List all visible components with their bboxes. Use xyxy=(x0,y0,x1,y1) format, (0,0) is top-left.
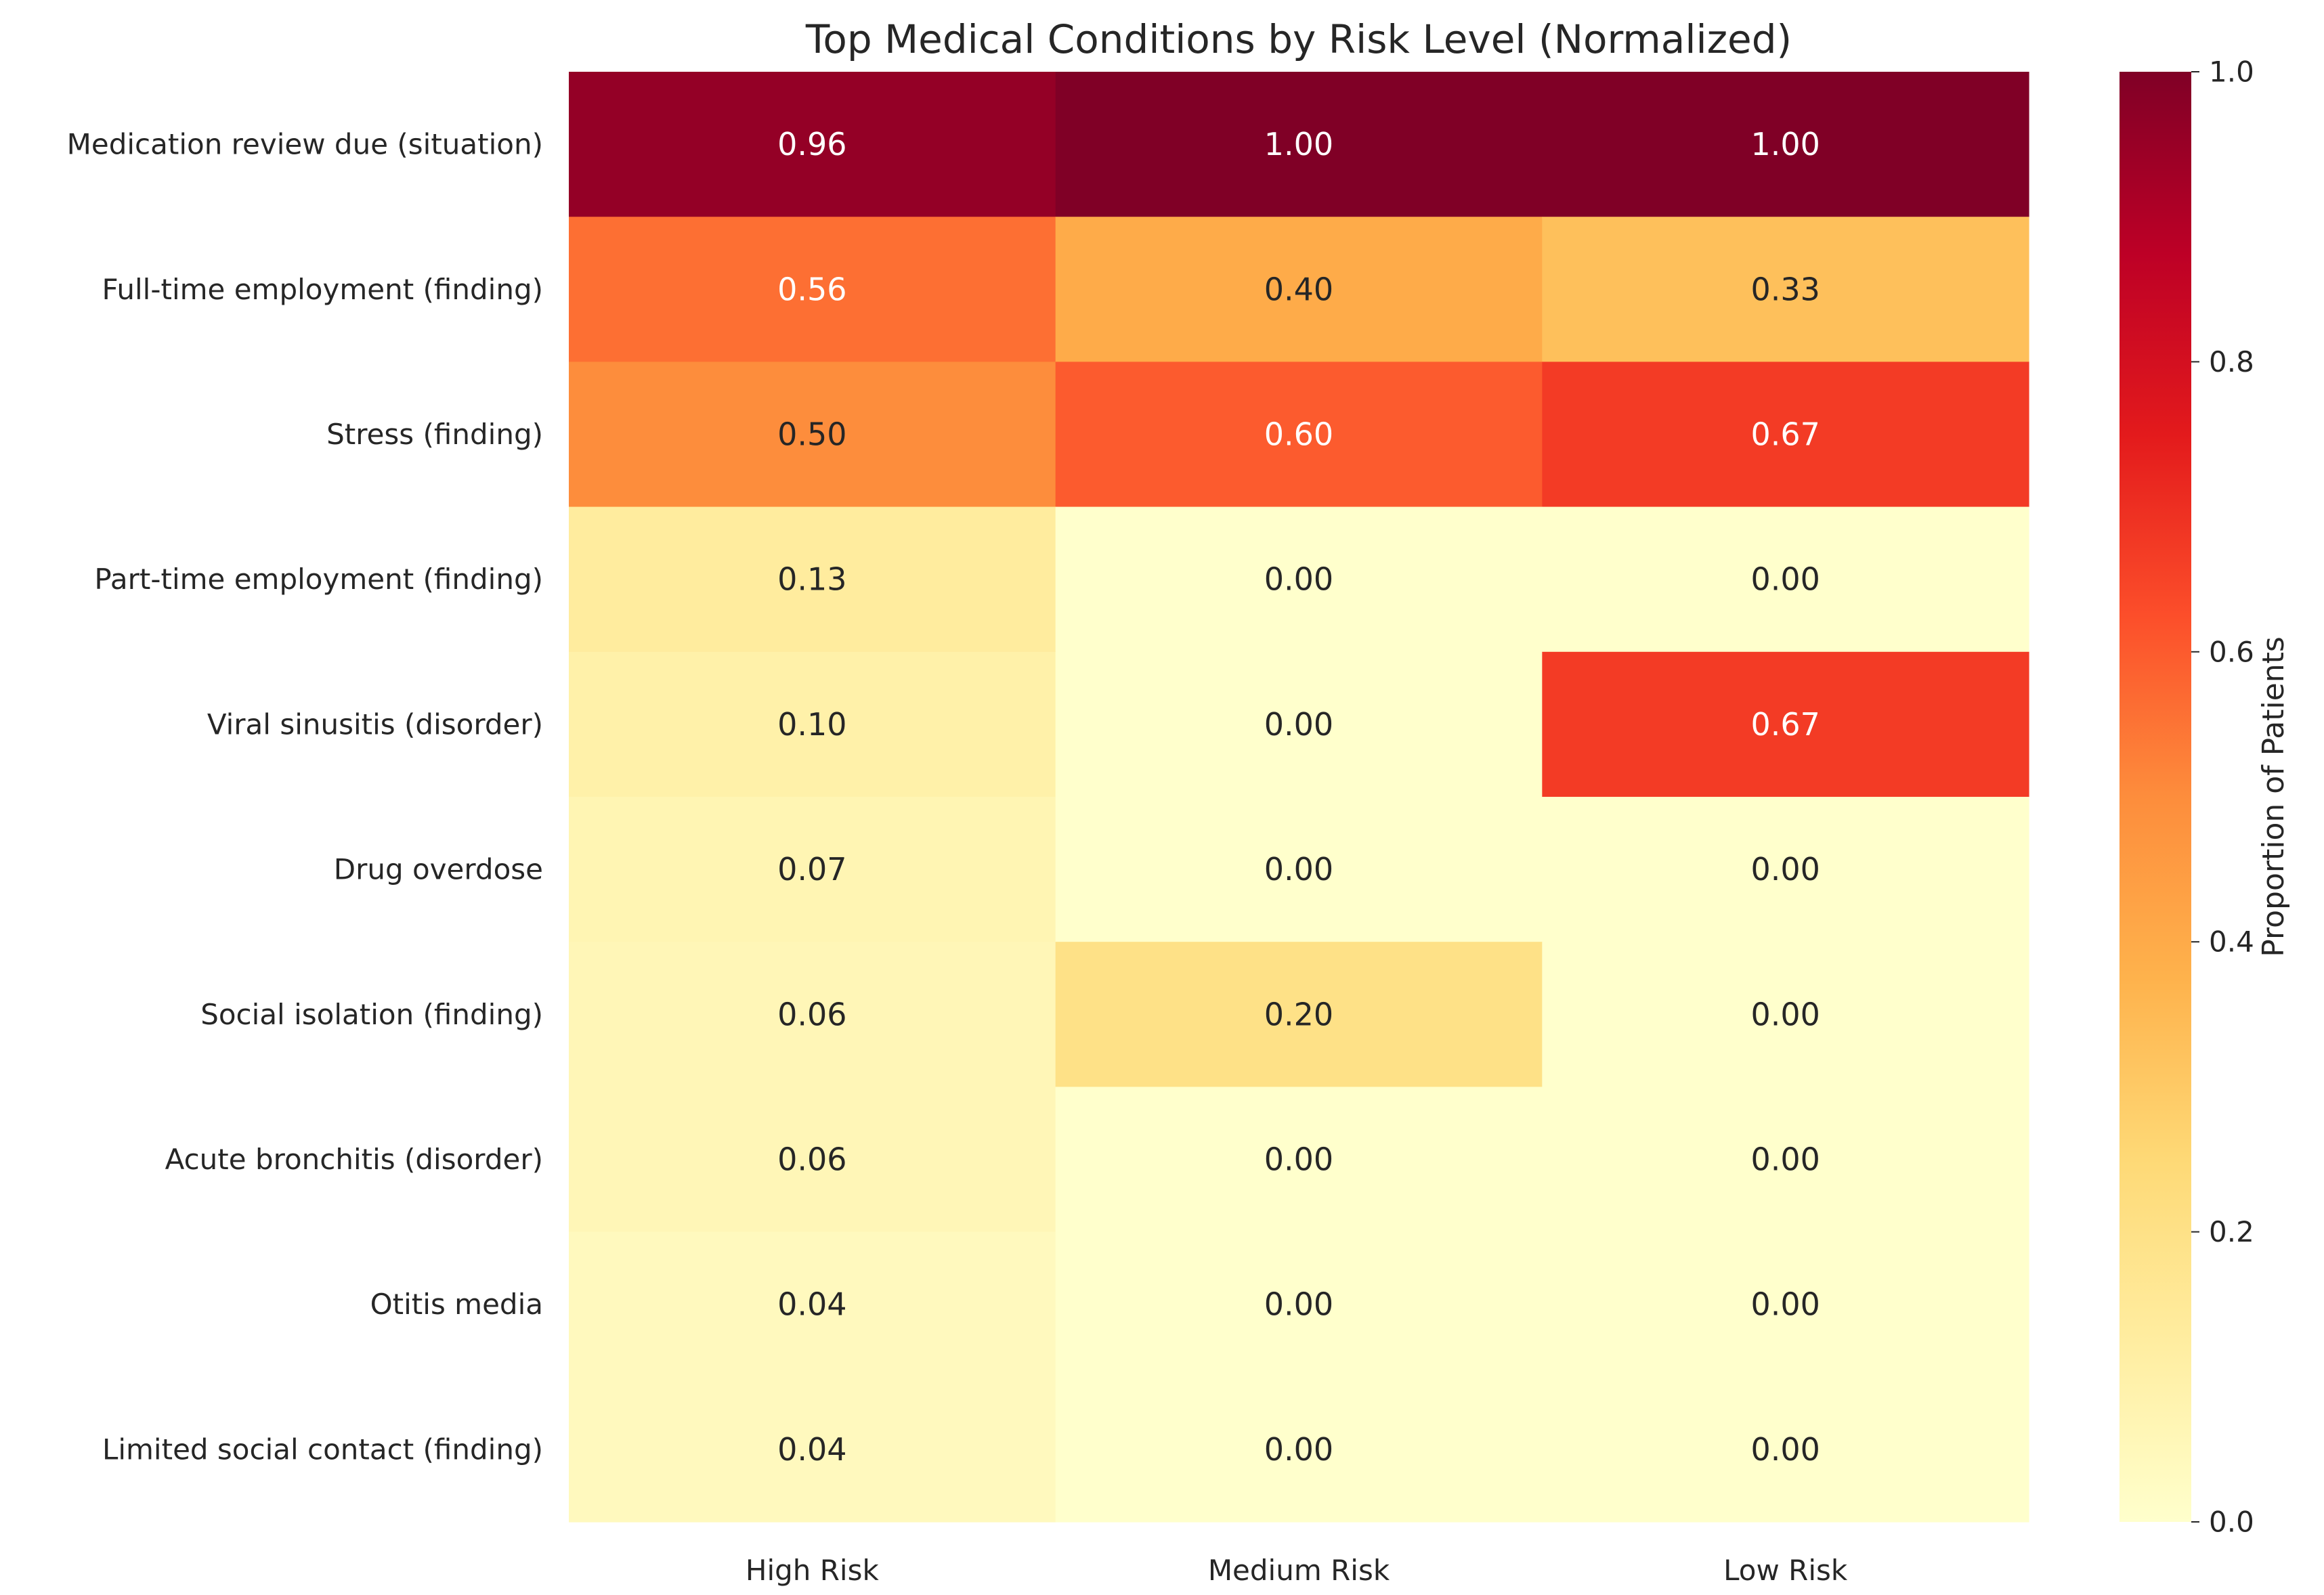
heatmap-cell xyxy=(1055,1087,1543,1233)
cell-value-label: 0.67 xyxy=(1750,706,1820,743)
column-label: Medium Risk xyxy=(1208,1554,1390,1587)
heatmap-cell xyxy=(1542,651,2029,798)
heatmap-cell xyxy=(1542,1376,2029,1523)
row-label: Medication review due (situation) xyxy=(67,128,543,161)
row-label: Full-time employment (finding) xyxy=(102,273,544,306)
heatmap-cell xyxy=(1542,217,2029,362)
heatmap-cell xyxy=(1055,362,1543,508)
cell-value-label: 0.00 xyxy=(1264,561,1333,598)
cell-value-label: 0.60 xyxy=(1264,416,1333,453)
heatmap-cell xyxy=(569,1087,1056,1233)
heatmap-cell xyxy=(1542,797,2029,942)
colorbar-gradient xyxy=(2119,72,2191,1522)
colorbar-tick-label: 0.4 xyxy=(2209,925,2254,959)
cell-value-label: 0.00 xyxy=(1750,561,1820,598)
heatmap-cell xyxy=(1055,217,1543,362)
heatmap-cell xyxy=(1542,1231,2029,1378)
heatmap-cell xyxy=(569,942,1056,1087)
heatmap-cell xyxy=(1542,506,2029,653)
cell-value-label: 0.50 xyxy=(777,416,846,453)
colorbar-label: Proportion of Patients xyxy=(2256,636,2291,957)
cell-value-label: 0.00 xyxy=(1750,996,1820,1032)
colorbar-tick-label: 0.2 xyxy=(2209,1215,2254,1248)
cell-value-label: 0.04 xyxy=(777,1286,846,1323)
column-label: Low Risk xyxy=(1723,1554,1848,1587)
heatmap-cell xyxy=(1055,797,1543,942)
cell-value-label: 1.00 xyxy=(1264,126,1333,162)
colorbar-tick-label: 1.0 xyxy=(2209,56,2254,89)
column-labels: High Risk Medium Risk Low Risk xyxy=(746,1554,1848,1587)
cell-value-label: 1.00 xyxy=(1750,126,1820,162)
heatmap-cell xyxy=(1055,651,1543,798)
cell-value-label: 0.00 xyxy=(1750,1141,1820,1178)
cell-value-label: 0.00 xyxy=(1264,1286,1333,1323)
cell-value-label: 0.06 xyxy=(777,996,846,1032)
colorbar-tick-label: 0.0 xyxy=(2209,1506,2254,1539)
cell-value-label: 0.00 xyxy=(1264,1431,1333,1468)
cell-value-label: 0.33 xyxy=(1750,271,1820,307)
row-label: Otitis media xyxy=(370,1288,543,1321)
cell-value-label: 0.00 xyxy=(1750,1431,1820,1468)
heatmap-cell xyxy=(569,651,1056,798)
row-label: Social isolation (finding) xyxy=(200,998,543,1031)
heatmap-cell xyxy=(569,217,1056,362)
heatmap-cell xyxy=(1542,1087,2029,1233)
heatmap-cell xyxy=(569,1376,1056,1523)
heatmap-cell xyxy=(1055,942,1543,1087)
heatmap-cell xyxy=(1055,506,1543,653)
cell-value-label: 0.56 xyxy=(777,271,846,307)
heatmap-cell xyxy=(1055,1376,1543,1523)
heatmap-cell xyxy=(569,1231,1056,1378)
heatmap-cell xyxy=(569,797,1056,942)
row-label: Limited social contact (finding) xyxy=(102,1433,543,1466)
cell-value-label: 0.20 xyxy=(1264,996,1333,1032)
heatmap-cell xyxy=(1542,942,2029,1087)
heatmap-cell xyxy=(1542,362,2029,508)
heatmap-cell xyxy=(1055,1231,1543,1378)
heatmap-cell xyxy=(569,506,1056,653)
cell-value-label: 0.67 xyxy=(1750,416,1820,453)
cell-value-label: 0.13 xyxy=(777,561,846,598)
cell-value-label: 0.00 xyxy=(1750,851,1820,888)
colorbar-tick-label: 0.8 xyxy=(2209,345,2254,378)
column-label: High Risk xyxy=(746,1554,880,1587)
cell-value-label: 0.10 xyxy=(777,706,846,743)
row-label: Acute bronchitis (disorder) xyxy=(165,1143,543,1176)
cell-value-label: 0.00 xyxy=(1264,851,1333,888)
cell-value-label: 0.00 xyxy=(1264,706,1333,743)
cell-value-label: 0.40 xyxy=(1264,271,1333,307)
cell-value-label: 0.06 xyxy=(777,1141,846,1178)
cell-value-label: 0.00 xyxy=(1750,1286,1820,1323)
heatmap-cell xyxy=(569,362,1056,508)
heatmap-cell xyxy=(1055,72,1543,217)
heatmap-cells: 0.96 1.00 1.00 0.56 0.40 0.33 0.50 0.60 0.67 0.13… xyxy=(569,72,2029,1523)
row-labels: Medication review due (situation) Full-ti… xyxy=(67,128,543,1466)
row-label: Viral sinusitis (disorder) xyxy=(207,707,543,741)
colorbar-tick-label: 0.6 xyxy=(2209,635,2254,668)
heatmap-cell xyxy=(569,72,1056,217)
cell-value-label: 0.96 xyxy=(777,126,846,162)
row-label: Drug overdose xyxy=(334,853,543,886)
heatmap-cell xyxy=(1542,72,2029,217)
row-label: Stress (finding) xyxy=(326,418,543,451)
chart-title: Top Medical Conditions by Risk Level (No… xyxy=(805,16,1792,62)
cell-value-label: 0.04 xyxy=(777,1431,846,1468)
cell-value-label: 0.07 xyxy=(777,851,846,888)
colorbar: 0.0 0.2 0.4 0.6 0.8 1.0 xyxy=(2119,56,2254,1539)
cell-value-label: 0.00 xyxy=(1264,1141,1333,1178)
row-label: Part-time employment (finding) xyxy=(94,563,543,596)
